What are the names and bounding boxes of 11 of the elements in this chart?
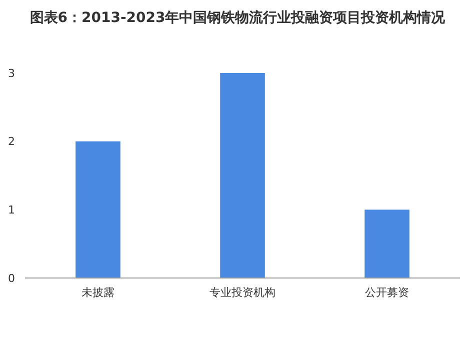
y-tick-label: 0 bbox=[8, 272, 15, 285]
x-tick-label: 专业投资机构 bbox=[210, 286, 276, 299]
y-tick-label: 2 bbox=[8, 135, 15, 148]
y-tick-label: 1 bbox=[8, 204, 15, 217]
chart-title: 图表6：2013-2023年中国钢铁物流行业投融资项目投资机构情况 bbox=[30, 9, 446, 26]
bar bbox=[220, 73, 265, 278]
y-tick-label: 3 bbox=[8, 66, 15, 80]
bar bbox=[76, 141, 120, 278]
bar bbox=[364, 210, 410, 278]
x-tick-label: 公开募资 bbox=[365, 286, 410, 299]
x-tick-label: 未披露 bbox=[81, 286, 114, 299]
